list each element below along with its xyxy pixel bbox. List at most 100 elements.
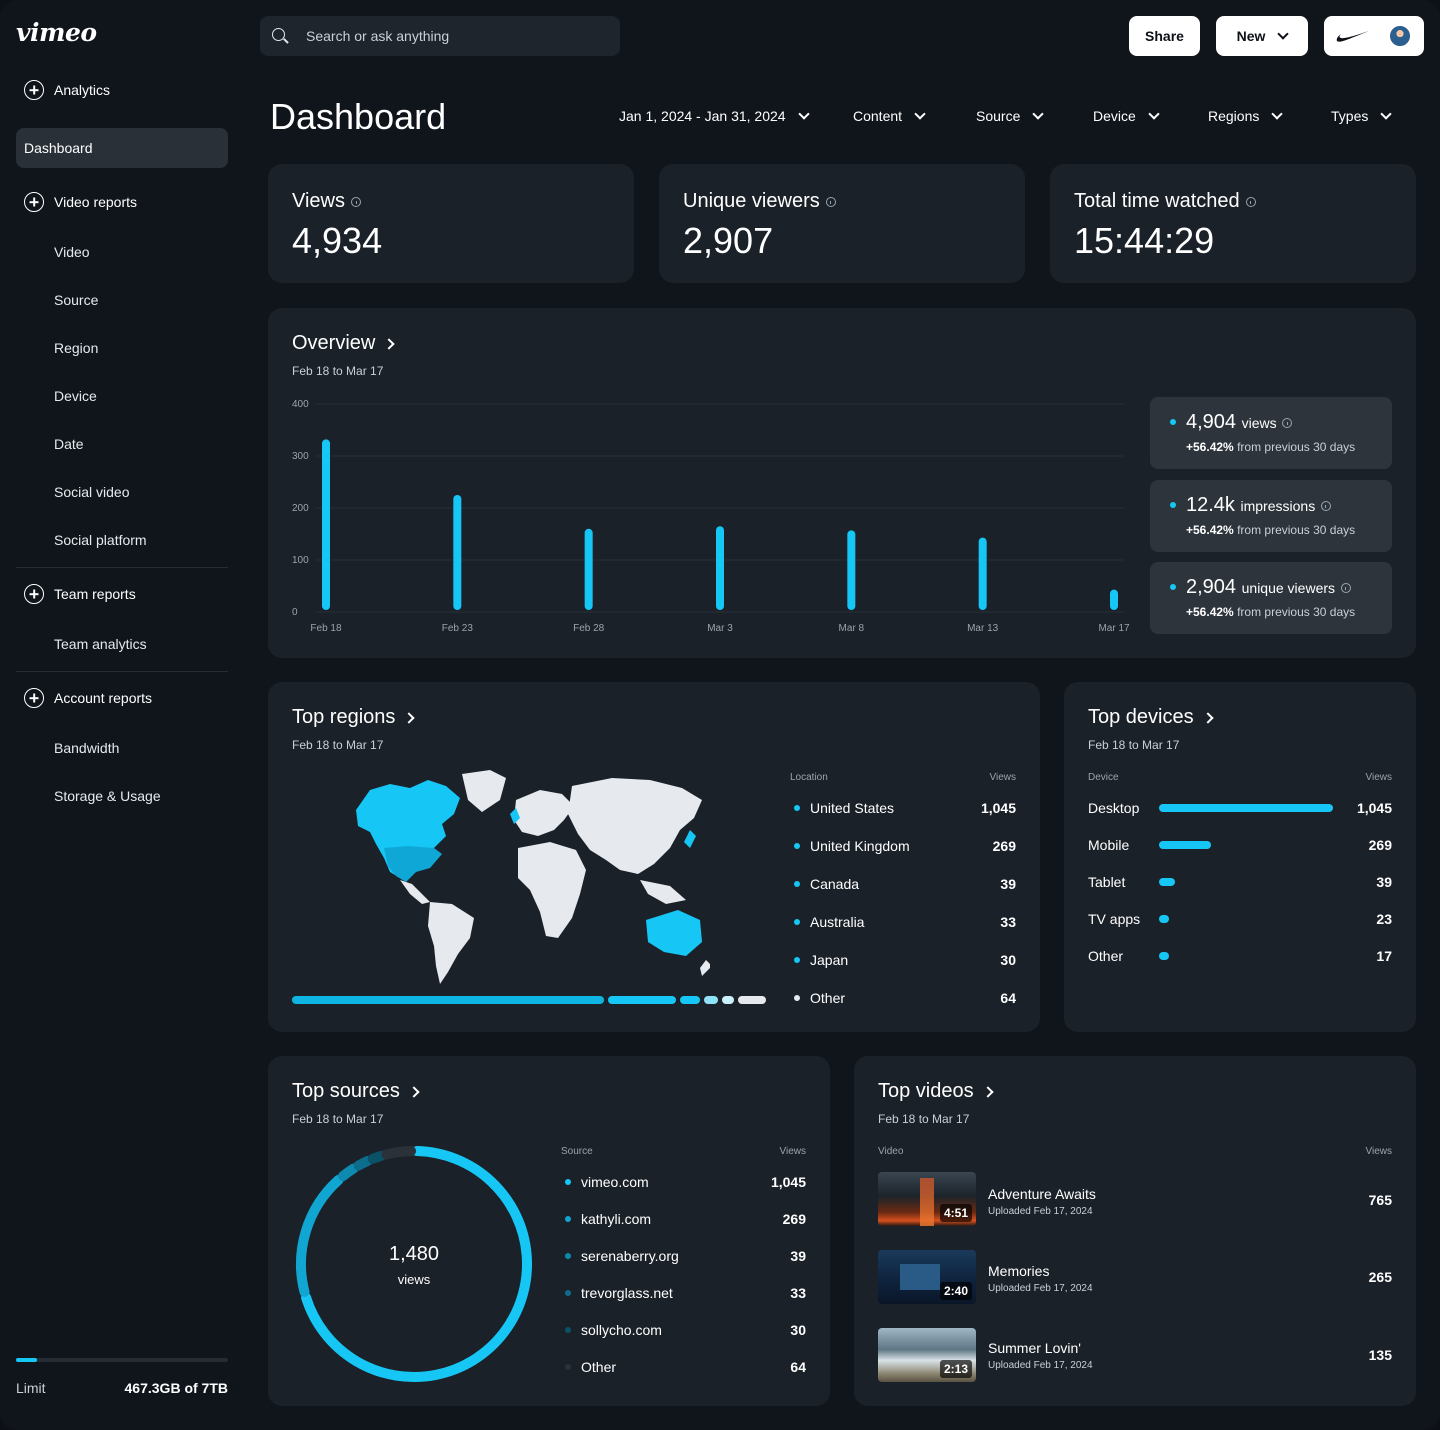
chart-bar[interactable] bbox=[716, 526, 724, 610]
video-thumbnail[interactable]: 2:40 bbox=[878, 1250, 976, 1304]
sidebar-item-social-platform[interactable]: Social platform bbox=[54, 532, 147, 548]
chart-bar[interactable] bbox=[453, 495, 462, 610]
chevron-right-icon bbox=[981, 1085, 994, 1098]
overview-title[interactable]: Overview bbox=[292, 332, 396, 355]
source-name: Other bbox=[581, 1359, 617, 1375]
sidebar-item-device[interactable]: Device bbox=[54, 388, 97, 404]
donut-segment[interactable] bbox=[338, 1163, 359, 1182]
map-region-new-zealand bbox=[700, 960, 710, 976]
source-views: 30 bbox=[790, 1322, 806, 1338]
overview-subtitle: Feb 18 to Mar 17 bbox=[292, 364, 384, 378]
overview-card: Overview Feb 18 to Mar 17 400 300 200 100 0 F… bbox=[268, 308, 1416, 658]
sidebar-item-source[interactable]: Source bbox=[54, 292, 99, 308]
chart-bar[interactable] bbox=[584, 528, 593, 610]
info-icon[interactable] bbox=[825, 196, 836, 207]
device-name[interactable]: Mobile bbox=[1088, 837, 1130, 853]
chart-bar[interactable] bbox=[847, 530, 856, 610]
sidebar-section-analytics[interactable]: Analytics bbox=[24, 80, 110, 100]
account-switcher[interactable] bbox=[1324, 16, 1424, 56]
stat-value: 4,904 bbox=[1186, 411, 1237, 433]
source-row[interactable]: Other bbox=[565, 1359, 616, 1375]
vimeo-logo[interactable]: vimeo bbox=[16, 18, 97, 47]
chart-bar[interactable] bbox=[322, 439, 330, 610]
donut-segment[interactable] bbox=[301, 1146, 532, 1382]
source-row[interactable]: vimeo.com bbox=[565, 1174, 649, 1190]
video-title[interactable]: Adventure Awaits bbox=[988, 1186, 1096, 1202]
sources-donut: 1,480 views bbox=[296, 1146, 532, 1382]
video-thumbnail[interactable]: 2:13 bbox=[878, 1328, 976, 1382]
info-icon[interactable] bbox=[351, 196, 361, 207]
sidebar-item-dashboard[interactable]: Dashboard bbox=[16, 128, 228, 168]
filter-content[interactable]: Content bbox=[853, 108, 926, 124]
sidebar-item-date[interactable]: Date bbox=[54, 436, 84, 452]
source-row[interactable]: sollycho.com bbox=[565, 1322, 662, 1338]
region-row[interactable]: Other bbox=[794, 990, 845, 1006]
donut-segment[interactable] bbox=[353, 1156, 373, 1171]
chart-y-tick: 400 bbox=[292, 399, 309, 410]
sidebar-item-social-video[interactable]: Social video bbox=[54, 484, 130, 500]
filter-date-range[interactable]: Jan 1, 2024 - Jan 31, 2024 bbox=[619, 108, 810, 124]
videos-col-video: Video bbox=[878, 1146, 904, 1157]
share-segment-other bbox=[738, 996, 766, 1004]
chart-y-tick: 0 bbox=[292, 607, 298, 618]
region-row[interactable]: United Kingdom bbox=[794, 838, 910, 854]
info-icon[interactable] bbox=[1320, 501, 1331, 511]
new-button[interactable]: New bbox=[1216, 16, 1308, 56]
sidebar-item-bandwidth[interactable]: Bandwidth bbox=[54, 740, 120, 756]
chart-y-tick: 300 bbox=[292, 451, 309, 462]
sidebar-item-storage-usage[interactable]: Storage & Usage bbox=[54, 788, 161, 804]
sidebar-section-account-reports[interactable]: Account reports bbox=[24, 688, 152, 708]
donut-segment[interactable] bbox=[381, 1146, 417, 1160]
source-name: serenaberry.org bbox=[581, 1248, 679, 1264]
top-devices-title[interactable]: Top devices bbox=[1088, 706, 1214, 729]
chart-bar[interactable] bbox=[978, 537, 987, 610]
sidebar-item-team-analytics[interactable]: Team analytics bbox=[54, 636, 147, 652]
sidebar-section-video-reports[interactable]: Video reports bbox=[24, 192, 137, 212]
source-row[interactable]: serenaberry.org bbox=[565, 1248, 679, 1264]
sidebar-item-region[interactable]: Region bbox=[54, 340, 99, 356]
share-button[interactable]: Share bbox=[1129, 16, 1200, 56]
region-row[interactable]: Japan bbox=[794, 952, 848, 968]
chevron-right-icon bbox=[383, 337, 396, 350]
search-bar[interactable] bbox=[260, 16, 620, 56]
video-title[interactable]: Summer Lovin' bbox=[988, 1340, 1081, 1356]
device-name[interactable]: Other bbox=[1088, 948, 1124, 964]
source-views: 33 bbox=[790, 1285, 806, 1301]
chart-x-tick: Mar 17 bbox=[1098, 623, 1130, 634]
filter-regions[interactable]: Regions bbox=[1208, 108, 1284, 124]
source-dot bbox=[565, 1216, 571, 1222]
chevron-down-icon bbox=[1032, 108, 1045, 120]
device-name[interactable]: Desktop bbox=[1088, 800, 1140, 816]
share-segment-canada bbox=[680, 996, 700, 1004]
filter-source[interactable]: Source bbox=[976, 108, 1045, 124]
stat-unit: unique viewers bbox=[1241, 580, 1336, 596]
device-name[interactable]: TV apps bbox=[1088, 911, 1141, 927]
storage-limit-value: 467.3GB of 7TB bbox=[124, 1380, 228, 1396]
top-videos-title[interactable]: Top videos bbox=[878, 1080, 994, 1103]
region-row[interactable]: Australia bbox=[794, 914, 864, 930]
source-dot bbox=[565, 1290, 571, 1296]
info-icon[interactable] bbox=[1340, 583, 1351, 593]
sidebar-item-video[interactable]: Video bbox=[54, 244, 90, 260]
video-thumbnail[interactable]: 4:51 bbox=[878, 1172, 976, 1226]
search-input[interactable] bbox=[306, 28, 606, 44]
device-name[interactable]: Tablet bbox=[1088, 874, 1126, 890]
region-views: 30 bbox=[1000, 952, 1016, 968]
storage-limit-bar bbox=[16, 1358, 228, 1362]
filter-types[interactable]: Types bbox=[1331, 108, 1393, 124]
info-icon[interactable] bbox=[1245, 196, 1256, 207]
top-sources-title[interactable]: Top sources bbox=[292, 1080, 420, 1103]
donut-segment[interactable] bbox=[367, 1150, 386, 1164]
region-row[interactable]: United States bbox=[794, 800, 894, 816]
chevron-down-icon bbox=[1277, 28, 1290, 40]
filter-device[interactable]: Device bbox=[1093, 108, 1160, 124]
region-row[interactable]: Canada bbox=[794, 876, 859, 892]
source-row[interactable]: trevorglass.net bbox=[565, 1285, 673, 1301]
sidebar-section-team-reports[interactable]: Team reports bbox=[24, 584, 136, 604]
info-icon[interactable] bbox=[1282, 418, 1293, 428]
video-title[interactable]: Memories bbox=[988, 1263, 1050, 1279]
donut-segment[interactable] bbox=[296, 1174, 344, 1297]
chart-bar[interactable] bbox=[1110, 589, 1118, 610]
source-row[interactable]: kathyli.com bbox=[565, 1211, 651, 1227]
top-regions-title[interactable]: Top regions bbox=[292, 706, 416, 729]
